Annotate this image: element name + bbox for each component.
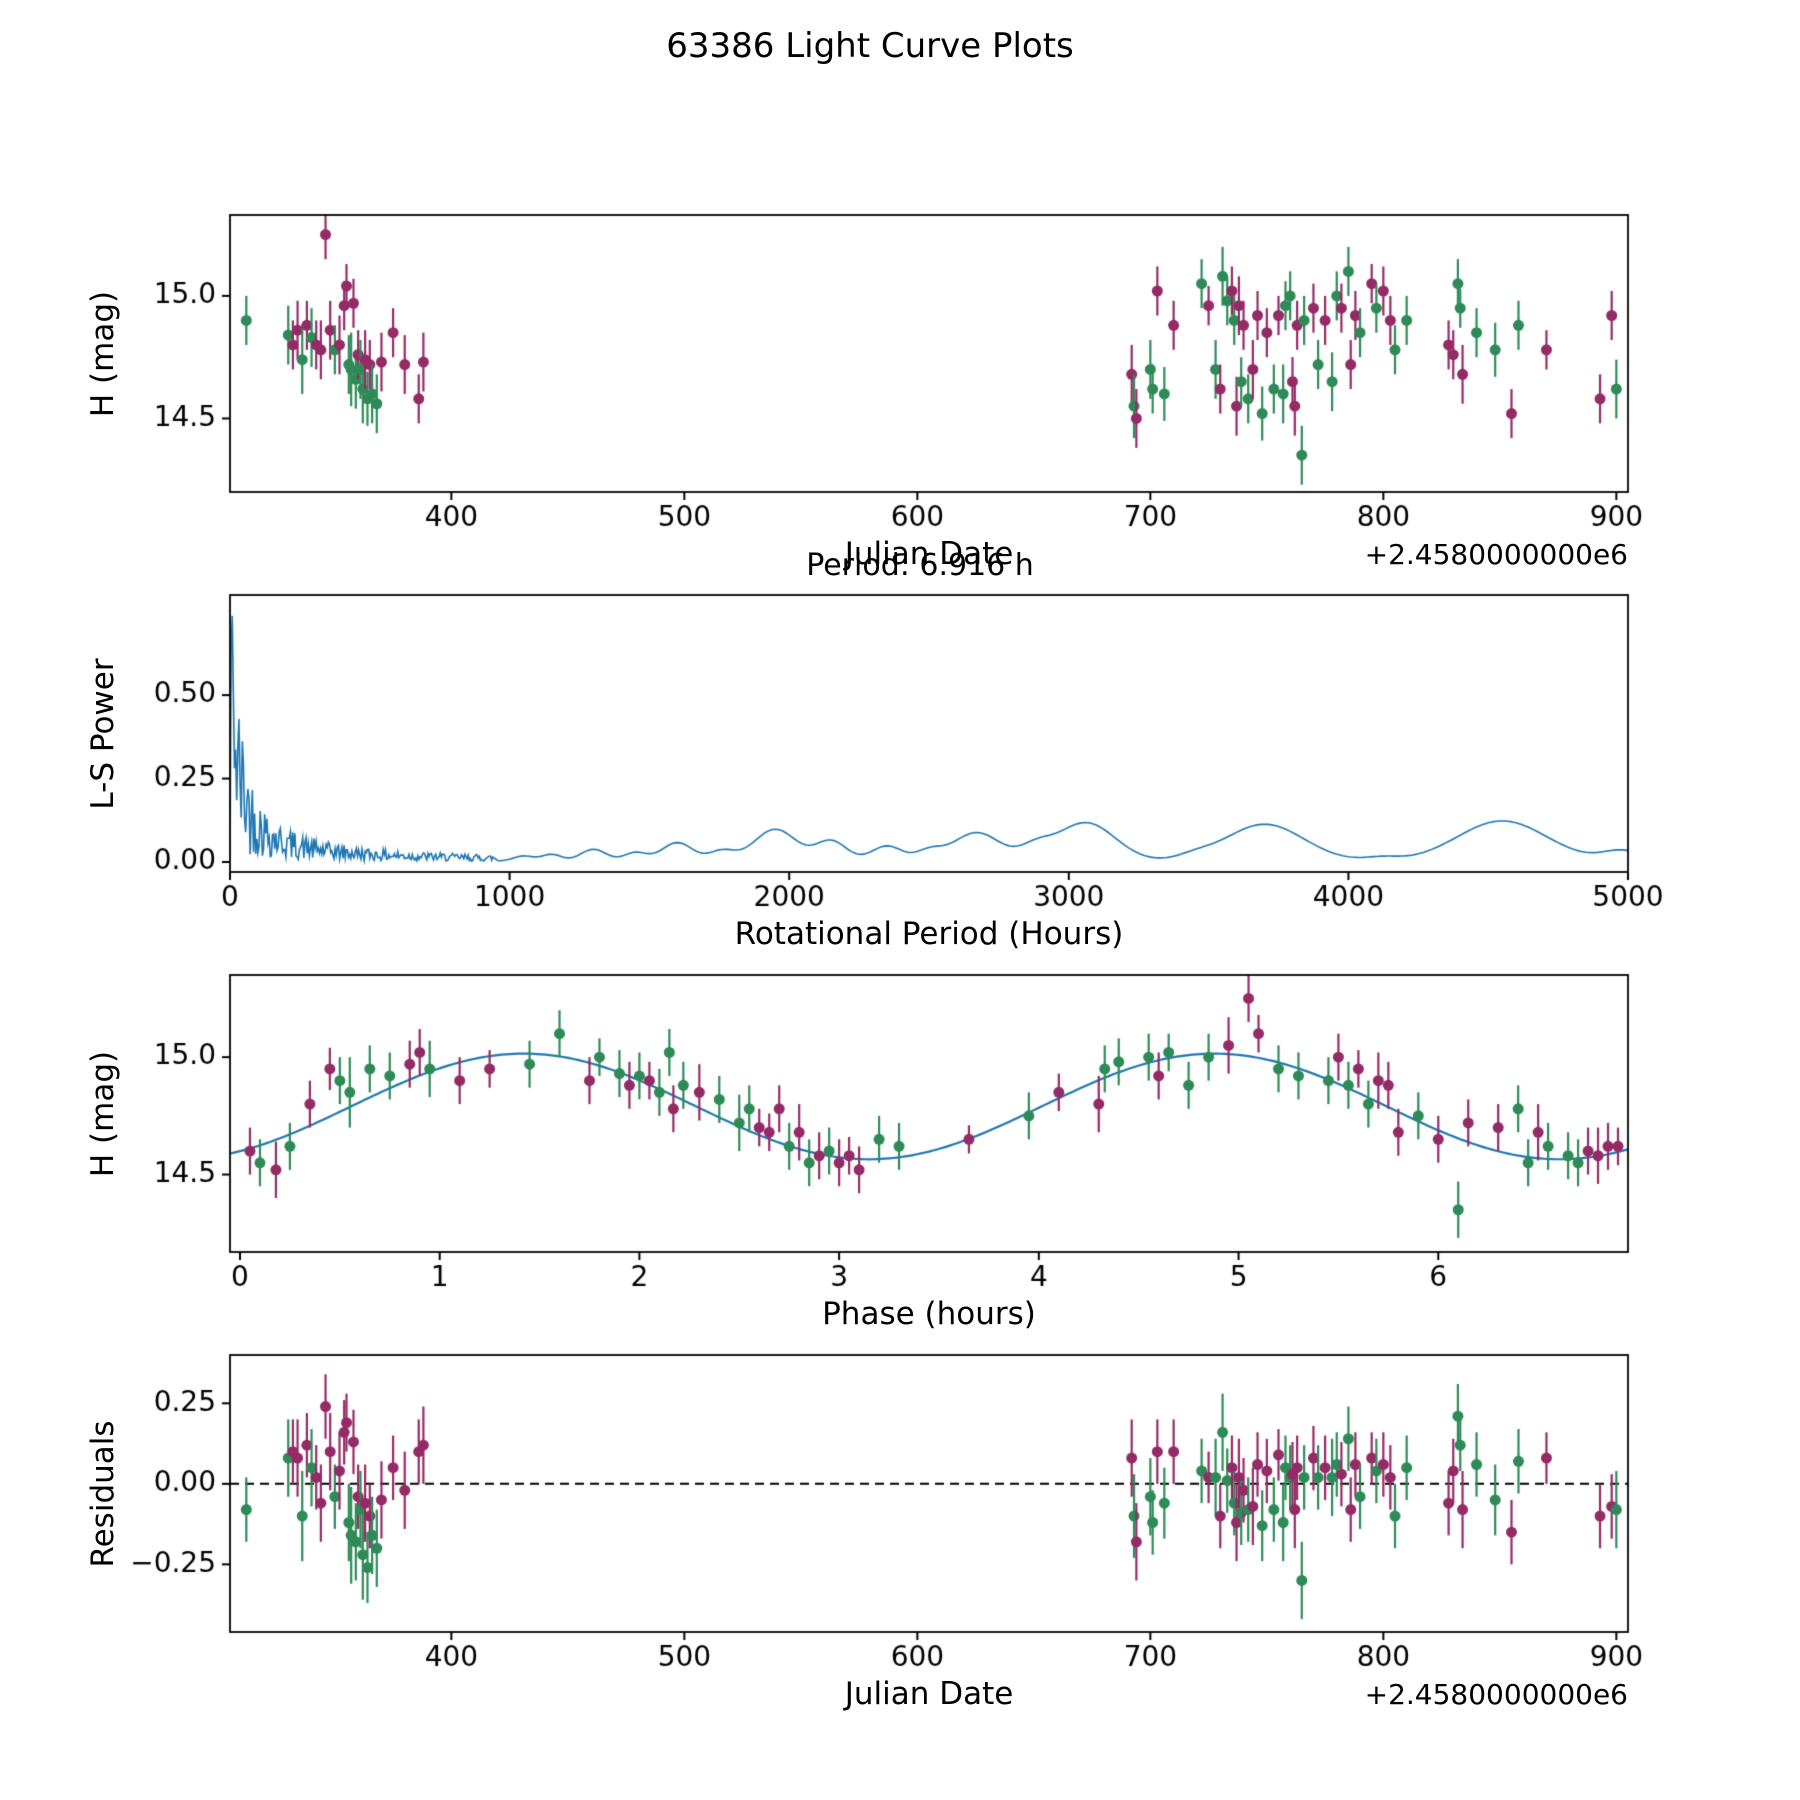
panel1-axis-offset-label: +2.4580000000e6 [1364, 538, 1628, 571]
panel2-ylabel: L-S Power [85, 658, 121, 810]
panel4-axis-offset-label: +2.4580000000e6 [1364, 1678, 1628, 1711]
panel1-ylabel: H (mag) [85, 290, 121, 418]
panel2-xlabel: Rotational Period (Hours) [734, 916, 1124, 952]
panel1-xlabel: Julian Date [844, 536, 1014, 572]
panel4-xlabel: Julian Date [844, 1676, 1014, 1712]
figure-title: 63386 Light Curve Plots [666, 26, 1074, 66]
panel4-ylabel: Residuals [85, 1420, 121, 1568]
panel3-ylabel: H (mag) [85, 1050, 121, 1178]
period-annotation: Period: 6.916 h [806, 548, 1034, 583]
panel3-xlabel: Phase (hours) [822, 1296, 1036, 1332]
